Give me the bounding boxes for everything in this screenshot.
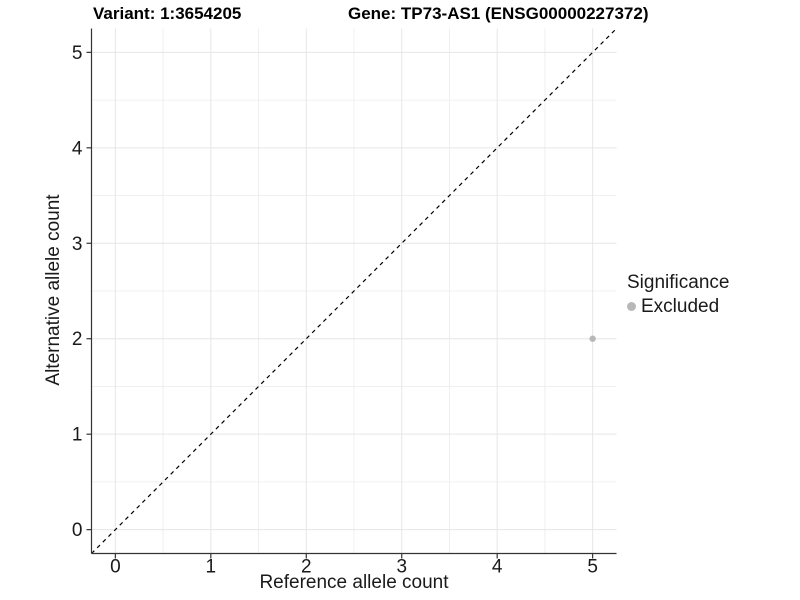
y-axis-title: Alternative allele count (43, 194, 64, 386)
legend-title: Significance (627, 272, 730, 293)
tick-label: 4 (492, 557, 503, 578)
tick-label: 5 (72, 43, 83, 64)
tick-label: 3 (396, 557, 407, 578)
legend-entry-excluded: Excluded (627, 296, 729, 318)
tick-label: 0 (72, 520, 83, 541)
axis-lines (90, 28, 617, 555)
tick-labels: 0 1 2 3 4 5 0 1 2 3 4 5 (72, 43, 598, 578)
grid-major (91, 28, 617, 554)
tick-label: 2 (301, 557, 312, 578)
identity-line (91, 28, 617, 554)
tick-label: 4 (72, 138, 83, 159)
x-axis-title: Reference allele count (259, 572, 449, 593)
excluded-point-swatch-icon (627, 302, 636, 312)
tick-label: 0 (110, 557, 121, 578)
axis-ticks (86, 51, 594, 559)
grid-minor (91, 28, 617, 554)
data-point (589, 335, 596, 342)
legend: Significance Excluded (627, 272, 729, 318)
data-points (589, 335, 596, 342)
tick-label: 1 (206, 557, 217, 578)
plot-title-variant: Variant: 1:3654205 (93, 4, 242, 23)
tick-label: 2 (72, 329, 83, 350)
tick-label: 1 (72, 425, 83, 446)
plot-title-gene: Gene: TP73-AS1 (ENSG00000227372) (348, 4, 649, 23)
tick-label: 5 (587, 557, 598, 578)
tick-label: 3 (72, 234, 83, 255)
legend-entry-label: Excluded (641, 295, 720, 317)
